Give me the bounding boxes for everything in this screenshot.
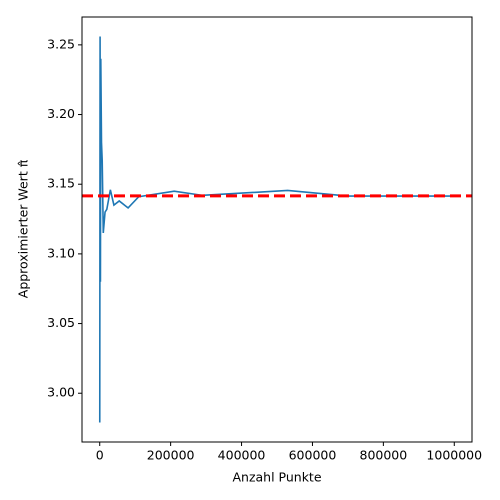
x-tick-label: 200000	[147, 448, 195, 463]
x-tick-label: 400000	[218, 448, 266, 463]
y-axis-label: Approximierter Wert π̂	[16, 159, 31, 298]
x-tick-label: 600000	[289, 448, 337, 463]
y-tick-label: 3.25	[47, 36, 75, 51]
x-tick-label: 800000	[360, 448, 408, 463]
y-tick-label: 3.00	[47, 385, 75, 400]
x-tick-label: 0	[96, 448, 104, 463]
x-tick-label: 1000000	[426, 448, 482, 463]
y-tick-label: 3.20	[47, 106, 75, 121]
y-tick-label: 3.05	[47, 315, 75, 330]
plot-frame	[81, 16, 473, 443]
x-axis-label: Anzahl Punkte	[232, 470, 321, 485]
data-line	[98, 36, 455, 423]
y-tick-label: 3.10	[47, 245, 75, 260]
y-tick-label: 3.15	[47, 176, 75, 191]
